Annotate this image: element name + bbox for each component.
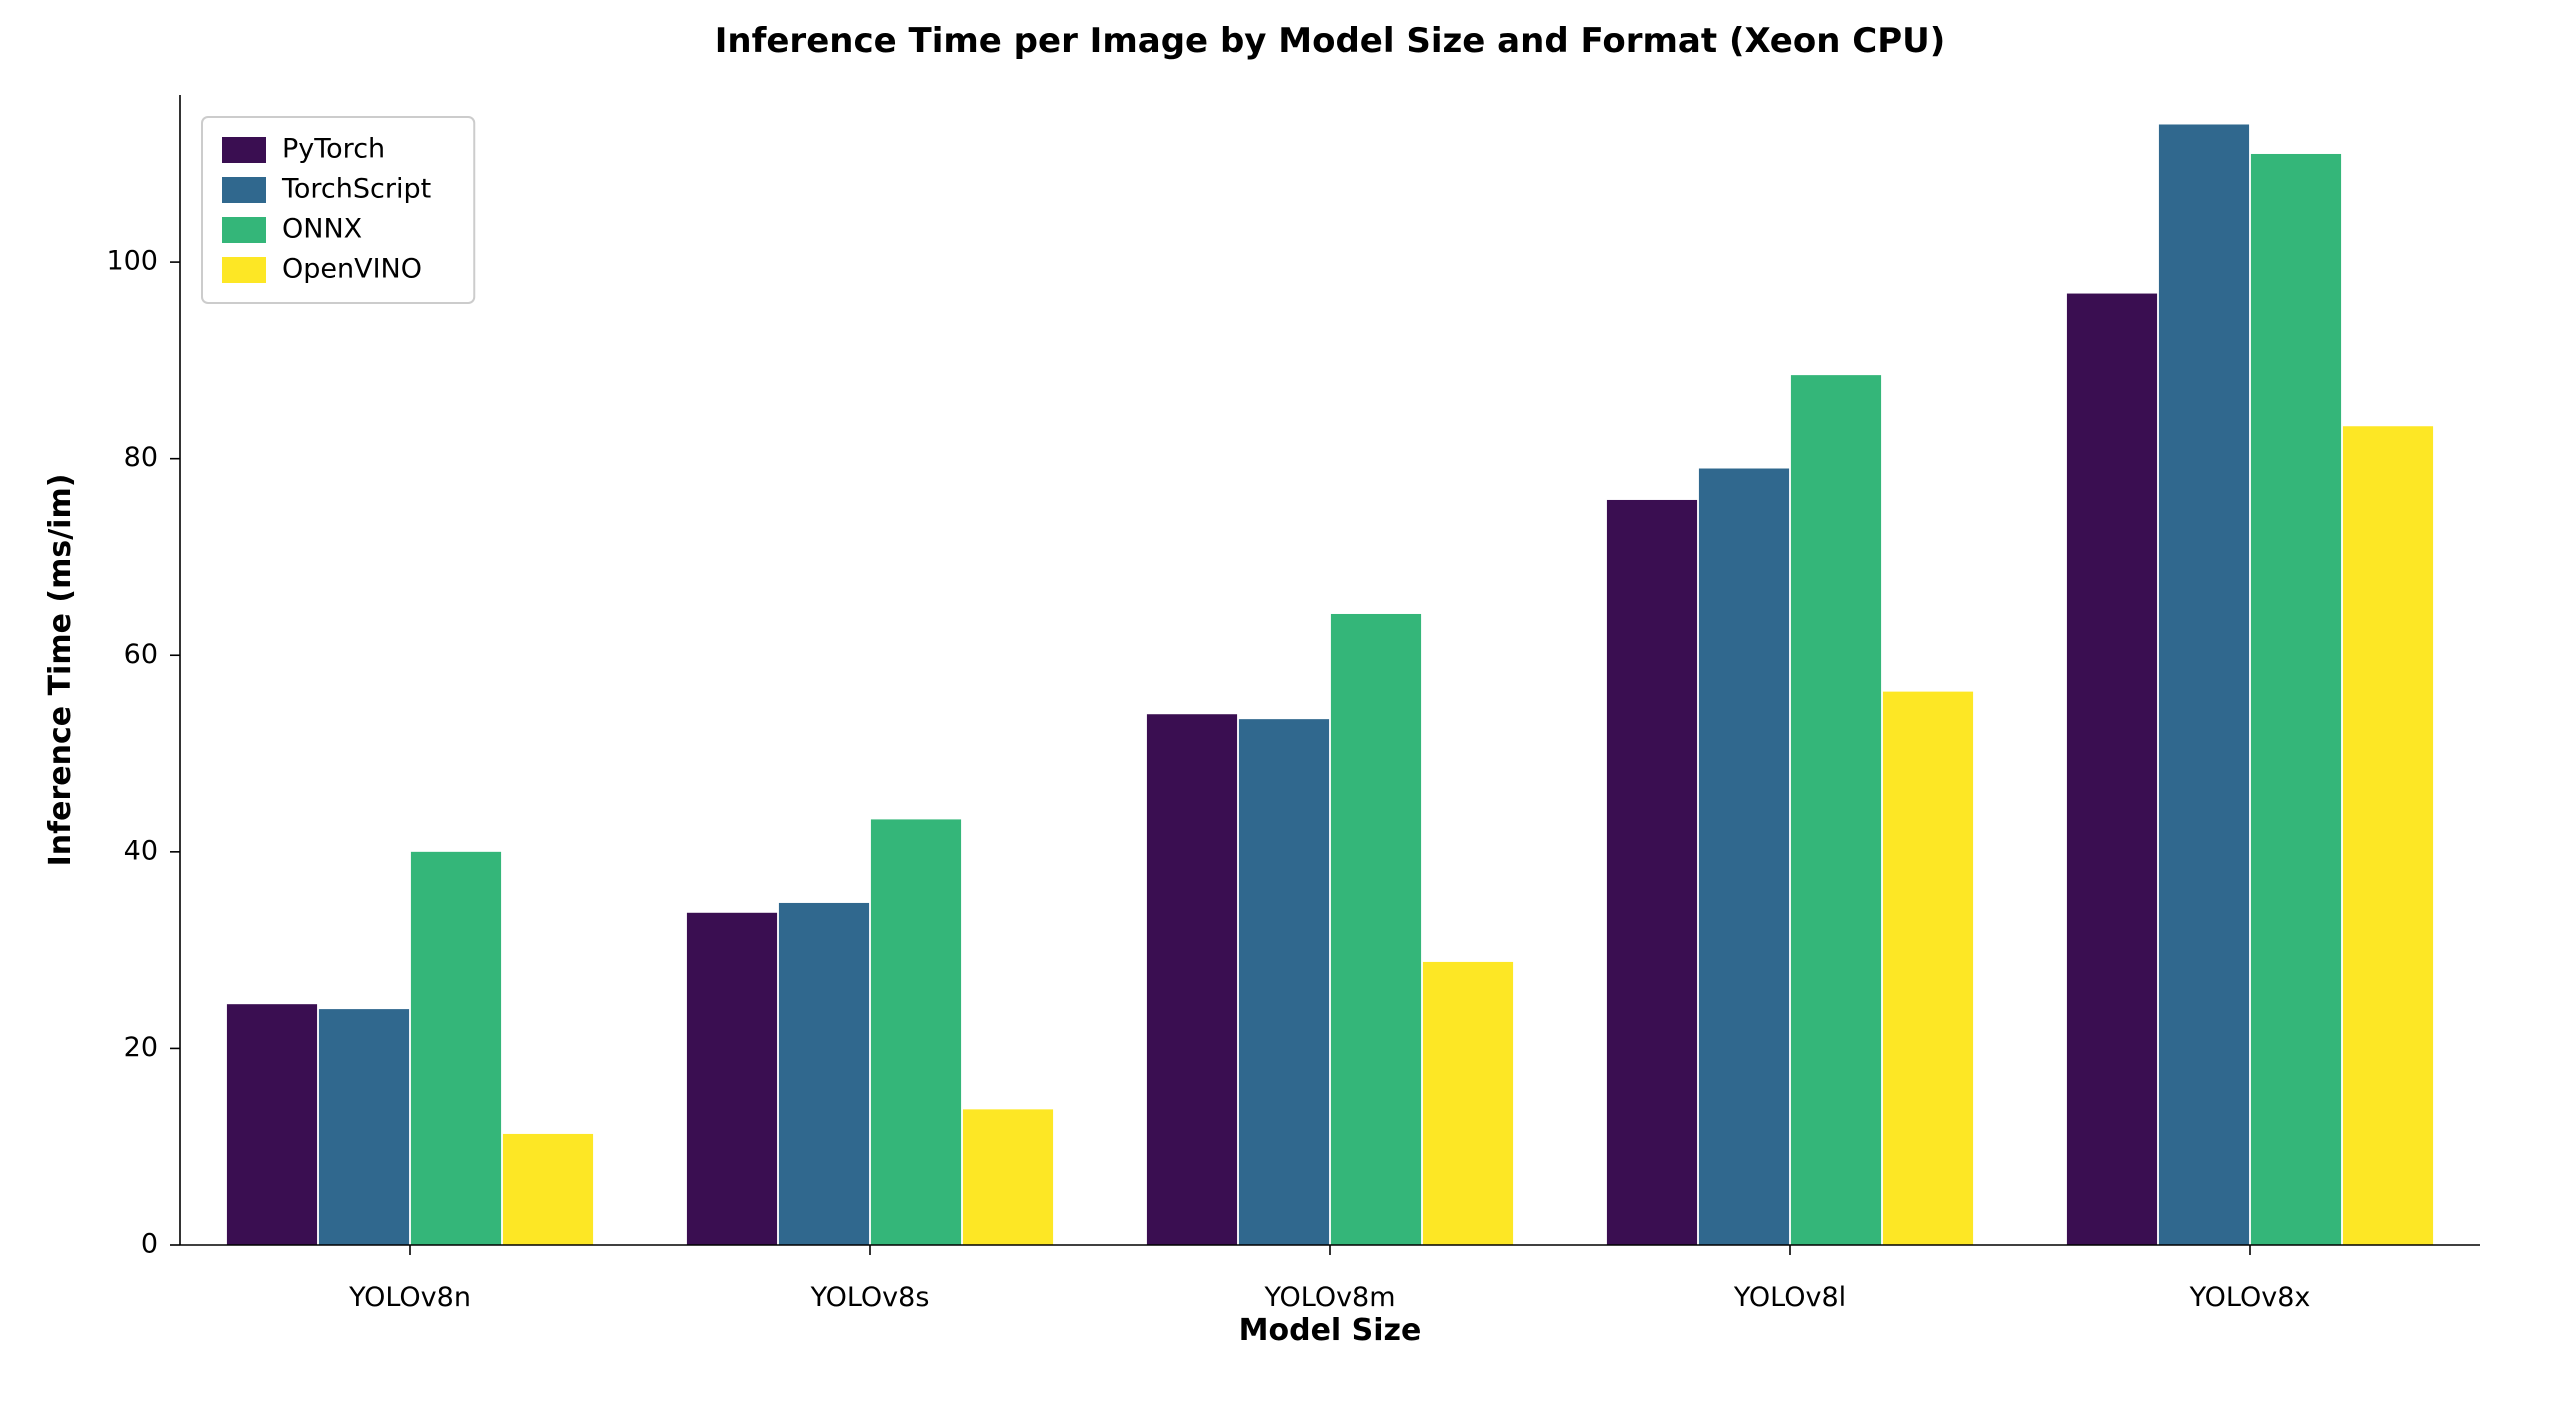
- x-tick-label: YOLOv8n: [348, 1282, 471, 1313]
- y-axis-label: Inference Time (ms/im): [43, 474, 78, 867]
- bar: [1423, 962, 1513, 1245]
- bar: [963, 1109, 1053, 1245]
- bar: [2067, 294, 2157, 1245]
- bar: [1791, 375, 1881, 1245]
- legend-label: PyTorch: [282, 134, 385, 165]
- y-tick-label: 20: [124, 1032, 158, 1063]
- bar: [1147, 714, 1237, 1245]
- legend-swatch: [222, 137, 266, 163]
- y-tick-label: 60: [124, 639, 158, 670]
- legend-swatch: [222, 177, 266, 203]
- bar: [2251, 154, 2341, 1245]
- bar: [779, 903, 869, 1245]
- chart-title: Inference Time per Image by Model Size a…: [715, 21, 1946, 61]
- bar: [1883, 692, 1973, 1245]
- y-tick-label: 40: [124, 835, 158, 866]
- bar: [319, 1009, 409, 1245]
- y-tick-label: 80: [124, 442, 158, 473]
- bar: [1331, 614, 1421, 1245]
- legend-label: TorchScript: [281, 174, 431, 205]
- bar: [687, 913, 777, 1245]
- legend-label: ONNX: [282, 214, 362, 245]
- chart-container: 0 20 40 60 80 100 YOLOv8n YOLOv8s YOLOv8m YOLOv8l…: [0, 0, 2552, 1407]
- bar: [1239, 719, 1329, 1245]
- bar: [2159, 124, 2249, 1245]
- legend-label: OpenVINO: [282, 254, 422, 285]
- bar: [1607, 500, 1697, 1245]
- y-tick-label: 0: [141, 1229, 158, 1260]
- x-tick-label: YOLOv8x: [2189, 1282, 2311, 1313]
- x-tick-label: YOLOv8m: [1263, 1282, 1395, 1313]
- bar: [411, 852, 501, 1245]
- bar: [1699, 469, 1789, 1245]
- x-tick-label: YOLOv8s: [810, 1282, 930, 1313]
- bar: [503, 1134, 593, 1245]
- bar: [227, 1004, 317, 1245]
- x-axis-label: Model Size: [1239, 1313, 1422, 1348]
- bar-chart: 0 20 40 60 80 100 YOLOv8n YOLOv8s YOLOv8m YOLOv8l…: [0, 0, 2552, 1407]
- legend-swatch: [222, 257, 266, 283]
- legend-swatch: [222, 217, 266, 243]
- bar: [2343, 426, 2433, 1245]
- y-tick-label: 100: [106, 246, 158, 277]
- bar: [871, 819, 961, 1245]
- x-tick-label: YOLOv8l: [1733, 1282, 1846, 1313]
